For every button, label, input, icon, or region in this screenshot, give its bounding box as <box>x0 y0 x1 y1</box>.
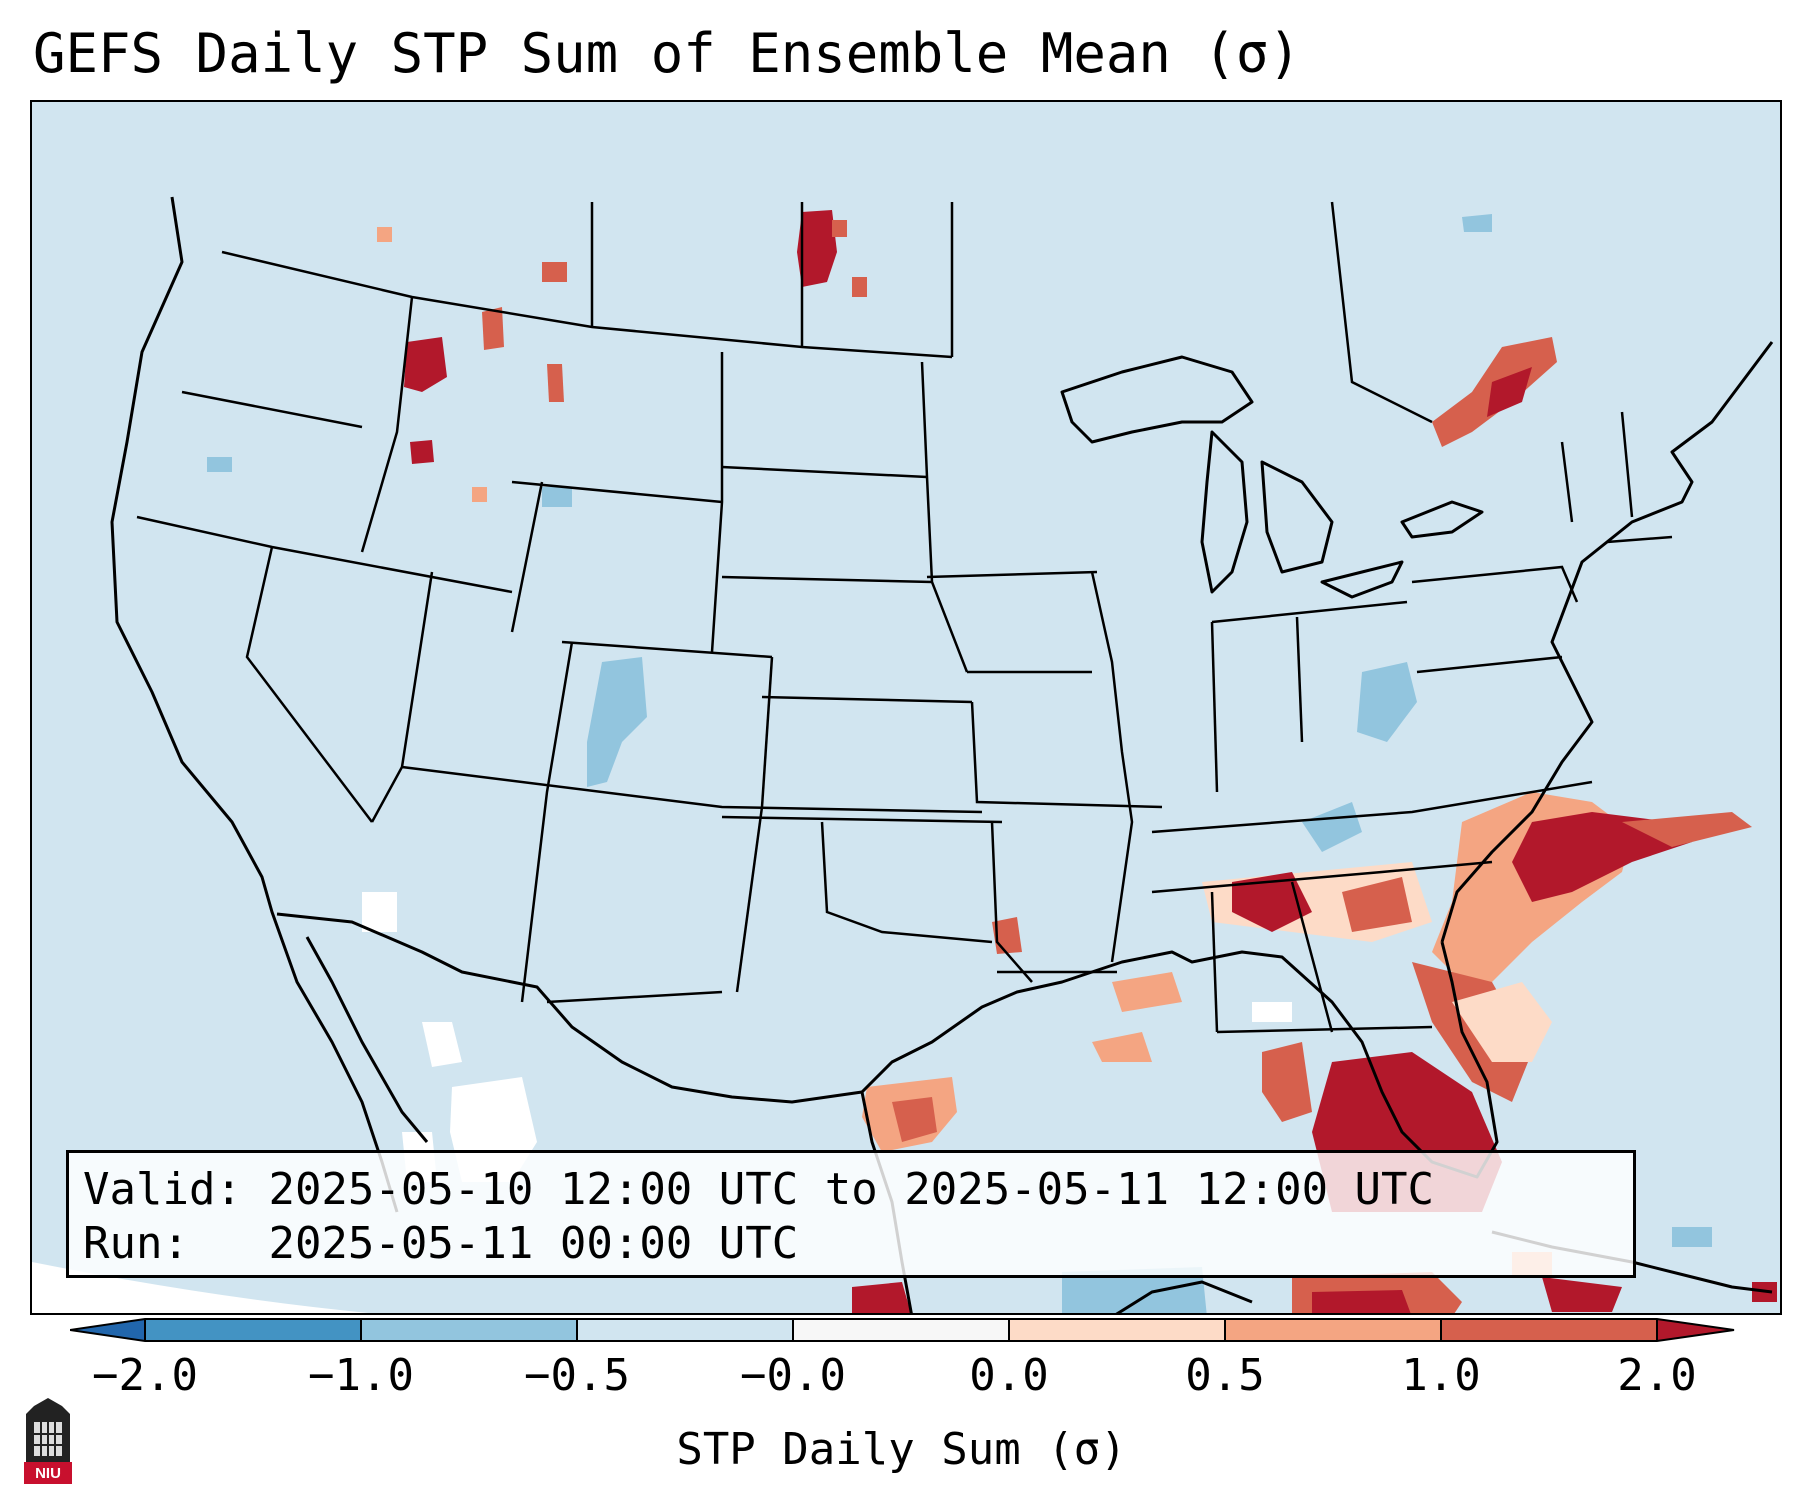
colorbar-tick: 2.0 <box>1617 1350 1697 1401</box>
map-panel[interactable] <box>30 100 1782 1315</box>
valid-run-box: Valid: 2025-05-10 12:00 UTC to 2025-05-1… <box>66 1150 1636 1278</box>
colorbar-segment-3 <box>577 1319 793 1341</box>
colorbar-segment-6 <box>1225 1319 1441 1341</box>
colorbar-tick: −0.5 <box>524 1350 630 1401</box>
colorbar-segment-1 <box>145 1319 361 1341</box>
colorbar <box>70 1318 1735 1342</box>
colorbar-extend-low <box>70 1319 145 1341</box>
colorbar-ticks: −2.0 −1.0 −0.5 −0.0 0.0 0.5 1.0 2.0 <box>0 1348 1803 1408</box>
state-boundaries <box>136 201 1673 1034</box>
colorbar-tick: 1.0 <box>1401 1350 1481 1401</box>
colorbar-tick: −0.0 <box>740 1350 846 1401</box>
valid-label: Valid: <box>83 1164 242 1215</box>
colorbar-tick: 0.5 <box>1185 1350 1265 1401</box>
colorbar-segment-4 <box>793 1319 1009 1341</box>
stp-map <box>32 102 1780 1313</box>
positive-anomaly-cells <box>377 210 1777 1313</box>
logo-text: NIU <box>35 1465 61 1482</box>
valid-value: 2025-05-10 12:00 UTC to 2025-05-11 12:00… <box>268 1164 1435 1215</box>
colorbar-segment-7 <box>1441 1319 1657 1341</box>
colorbar-tick: −1.0 <box>308 1350 414 1401</box>
university-tower-icon: NIU <box>20 1392 76 1486</box>
colorbar-tick: 0.0 <box>969 1350 1049 1401</box>
negative-anomaly-cells <box>207 214 1712 1313</box>
colorbar-extend-high <box>1657 1319 1734 1341</box>
run-label: Run: <box>83 1218 189 1269</box>
projection-edge <box>32 1262 369 1313</box>
colorbar-segment-5 <box>1009 1319 1225 1341</box>
run-value: 2025-05-11 00:00 UTC <box>268 1218 799 1269</box>
colorbar-label: STP Daily Sum (σ) <box>676 1424 1127 1475</box>
colorbar-tick: −2.0 <box>92 1350 198 1401</box>
map-title: GEFS Daily STP Sum of Ensemble Mean (σ) <box>33 22 1301 85</box>
colorbar-segment-2 <box>361 1319 577 1341</box>
